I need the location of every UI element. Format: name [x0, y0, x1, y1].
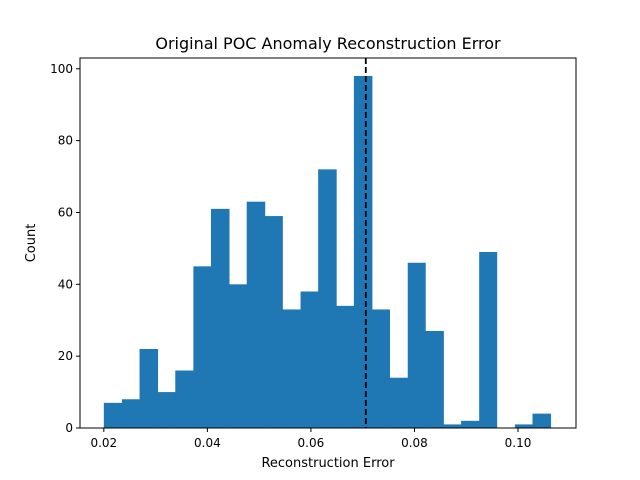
histogram-bar: [300, 291, 319, 428]
histogram-bar: [532, 413, 552, 428]
histogram-bar: [282, 309, 301, 428]
histogram-bar: [121, 399, 140, 428]
histogram-bar: [210, 208, 230, 428]
x-axis-ticks: 0.02 0.04 0.06 0.08 0.10: [90, 428, 531, 450]
bars-group: [103, 75, 552, 429]
histogram-bar: [139, 348, 159, 428]
histogram-bar: [193, 266, 212, 428]
chart-title: Original POC Anomaly Reconstruction Erro…: [155, 34, 501, 53]
histogram-bar: [318, 169, 337, 429]
x-tick-label: 0.06: [298, 436, 325, 450]
x-tick-label: 0.02: [90, 436, 117, 450]
y-axis-label: Count: [24, 224, 39, 263]
y-tick-label: 20: [58, 349, 73, 363]
x-tick-label: 0.08: [401, 436, 428, 450]
histogram-bar: [353, 75, 373, 429]
y-tick-label: 80: [58, 134, 73, 148]
histogram-bar: [229, 284, 248, 428]
histogram-bar: [389, 377, 409, 428]
x-axis-label: Reconstruction Error: [261, 456, 395, 471]
histogram-bar: [407, 262, 426, 428]
histogram-bar: [103, 402, 123, 428]
y-tick-label: 0: [65, 421, 73, 435]
y-axis-ticks: 0 20 40 60 80 100: [50, 62, 80, 435]
histogram-bar: [336, 305, 355, 428]
x-tick-label: 0.04: [194, 436, 221, 450]
histogram-bar: [157, 392, 176, 428]
histogram-bar: [461, 420, 480, 428]
histogram-bar: [264, 216, 283, 428]
histogram-bar: [372, 309, 391, 428]
y-tick-label: 40: [58, 277, 73, 291]
x-tick-label: 0.10: [505, 436, 532, 450]
histogram-bar: [514, 424, 533, 428]
y-tick-label: 60: [58, 205, 73, 219]
histogram-bar: [443, 424, 462, 428]
histogram-bar: [175, 370, 194, 428]
histogram-bar: [425, 331, 444, 428]
y-tick-label: 100: [50, 62, 73, 76]
plot-frame: [79, 57, 577, 429]
histogram-bar: [479, 251, 498, 428]
histogram-bar: [246, 201, 266, 428]
